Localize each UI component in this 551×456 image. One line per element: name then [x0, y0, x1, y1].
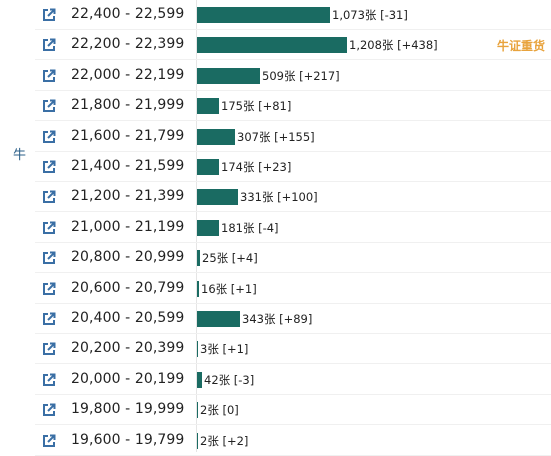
table-row: 21,800 - 21,999 175张 [+81]	[0, 91, 551, 122]
row-divider	[35, 29, 551, 30]
count-value-label: 2张 [0]	[200, 403, 239, 418]
table-row: 20,600 - 20,799 16张 [+1]	[0, 274, 551, 304]
external-link-icon[interactable]	[42, 38, 56, 52]
count-bar	[197, 128, 235, 145]
table-row: 20,000 - 20,199 42张 [-3]	[0, 365, 551, 395]
row-divider	[35, 454, 551, 456]
count-value-label: 331张 [+100]	[240, 190, 318, 205]
price-range-label: 20,200 - 20,399	[71, 340, 185, 357]
price-range-label: 21,400 - 21,599	[71, 158, 185, 174]
price-range-label: 19,800 - 19,999	[71, 401, 185, 418]
count-bar	[197, 311, 240, 327]
row-divider	[35, 393, 551, 395]
price-range-label: 20,800 - 20,999	[71, 249, 185, 266]
count-value-label: 16张 [+1]	[201, 281, 257, 296]
price-range-label: 20,400 - 20,599	[71, 310, 185, 326]
row-divider	[35, 181, 551, 182]
external-link-icon[interactable]	[42, 8, 56, 22]
external-link-icon[interactable]	[42, 69, 56, 83]
count-value-label: 174张 [+23]	[221, 160, 292, 174]
count-value-label: 509张 [+217]	[262, 68, 340, 83]
external-link-icon[interactable]	[42, 130, 56, 144]
count-bar	[197, 67, 260, 84]
count-value-label: 3张 [+1]	[200, 342, 249, 357]
price-range-label: 19,600 - 19,799	[71, 431, 185, 448]
count-bar	[197, 98, 219, 115]
row-divider	[35, 363, 551, 365]
row-divider	[35, 150, 551, 152]
external-link-icon[interactable]	[42, 434, 56, 448]
table-row: 21,600 - 21,799 307张 [+155]	[0, 122, 551, 152]
table-row: 19,800 - 19,999 2张 [0]	[0, 395, 551, 426]
count-value-label: 25张 [+4]	[202, 251, 258, 266]
count-bar	[197, 280, 199, 297]
count-value-label: 307张 [+155]	[237, 129, 315, 144]
price-range-label: 21,200 - 21,399	[71, 188, 185, 205]
external-link-icon[interactable]	[42, 342, 56, 356]
external-link-icon[interactable]	[42, 403, 56, 417]
table-row: 21,400 - 21,599 174张 [+23]	[0, 152, 551, 182]
price-range-label: 21,800 - 21,999	[71, 97, 185, 114]
row-divider	[35, 59, 551, 61]
heavy-bull-tag: 牛证重货	[496, 39, 545, 54]
table-row: 20,800 - 20,999 25张 [+4]	[0, 243, 551, 274]
count-bar	[197, 371, 202, 388]
column-divider	[196, 0, 197, 452]
external-link-icon[interactable]	[42, 312, 56, 326]
table-row: 21,200 - 21,399 331张 [+100]	[0, 182, 551, 213]
table-row: 22,400 - 22,599 1,073张 [-31]	[0, 0, 551, 30]
row-divider	[35, 333, 551, 334]
table-row: 20,200 - 20,399 3张 [+1]	[0, 334, 551, 365]
count-bar	[197, 250, 200, 267]
external-link-icon[interactable]	[42, 373, 56, 387]
external-link-icon[interactable]	[42, 282, 56, 296]
count-bar	[197, 7, 330, 23]
row-divider	[35, 424, 551, 426]
price-range-label: 22,000 - 22,199	[71, 66, 185, 83]
count-value-label: 181张 [-4]	[221, 220, 279, 235]
count-bar	[197, 159, 219, 175]
count-bar	[197, 189, 238, 206]
count-value-label: 1,073张 [-31]	[332, 8, 408, 22]
external-link-icon[interactable]	[42, 251, 56, 265]
row-divider	[35, 302, 551, 304]
count-bar	[197, 341, 198, 358]
count-value-label: 175张 [+81]	[221, 99, 292, 114]
price-range-label: 22,400 - 22,599	[71, 6, 185, 22]
row-divider	[35, 89, 551, 91]
count-bar	[197, 432, 198, 449]
external-link-icon[interactable]	[42, 221, 56, 235]
count-bar	[197, 37, 347, 54]
price-range-label: 21,000 - 21,199	[71, 218, 185, 235]
row-divider	[35, 120, 551, 122]
price-range-label: 20,600 - 20,799	[71, 279, 185, 296]
count-value-label: 2张 [+2]	[200, 433, 249, 448]
price-range-label: 20,000 - 20,199	[71, 370, 185, 387]
row-divider	[35, 272, 551, 274]
table-row: 20,400 - 20,599 343张 [+89]	[0, 304, 551, 334]
table-row: 22,200 - 22,399 1,208张 [+438] 牛证重货	[0, 30, 551, 61]
table-row: 19,600 - 19,799 2张 [+2]	[0, 426, 551, 456]
external-link-icon[interactable]	[42, 99, 56, 113]
count-value-label: 42张 [-3]	[204, 372, 255, 387]
external-link-icon[interactable]	[42, 190, 56, 204]
bull-side-label: 牛	[13, 148, 27, 163]
count-value-label: 1,208张 [+438]	[349, 38, 438, 53]
external-link-icon[interactable]	[42, 160, 56, 174]
row-divider	[35, 211, 551, 213]
count-bar	[197, 402, 198, 419]
row-divider	[35, 241, 551, 243]
table-row: 22,000 - 22,199 509张 [+217]	[0, 61, 551, 91]
table-row: 21,000 - 21,199 181张 [-4]	[0, 213, 551, 243]
count-value-label: 343张 [+89]	[242, 312, 313, 326]
price-range-label: 21,600 - 21,799	[71, 127, 185, 144]
price-range-label: 22,200 - 22,399	[71, 36, 185, 53]
count-bar	[197, 219, 219, 236]
